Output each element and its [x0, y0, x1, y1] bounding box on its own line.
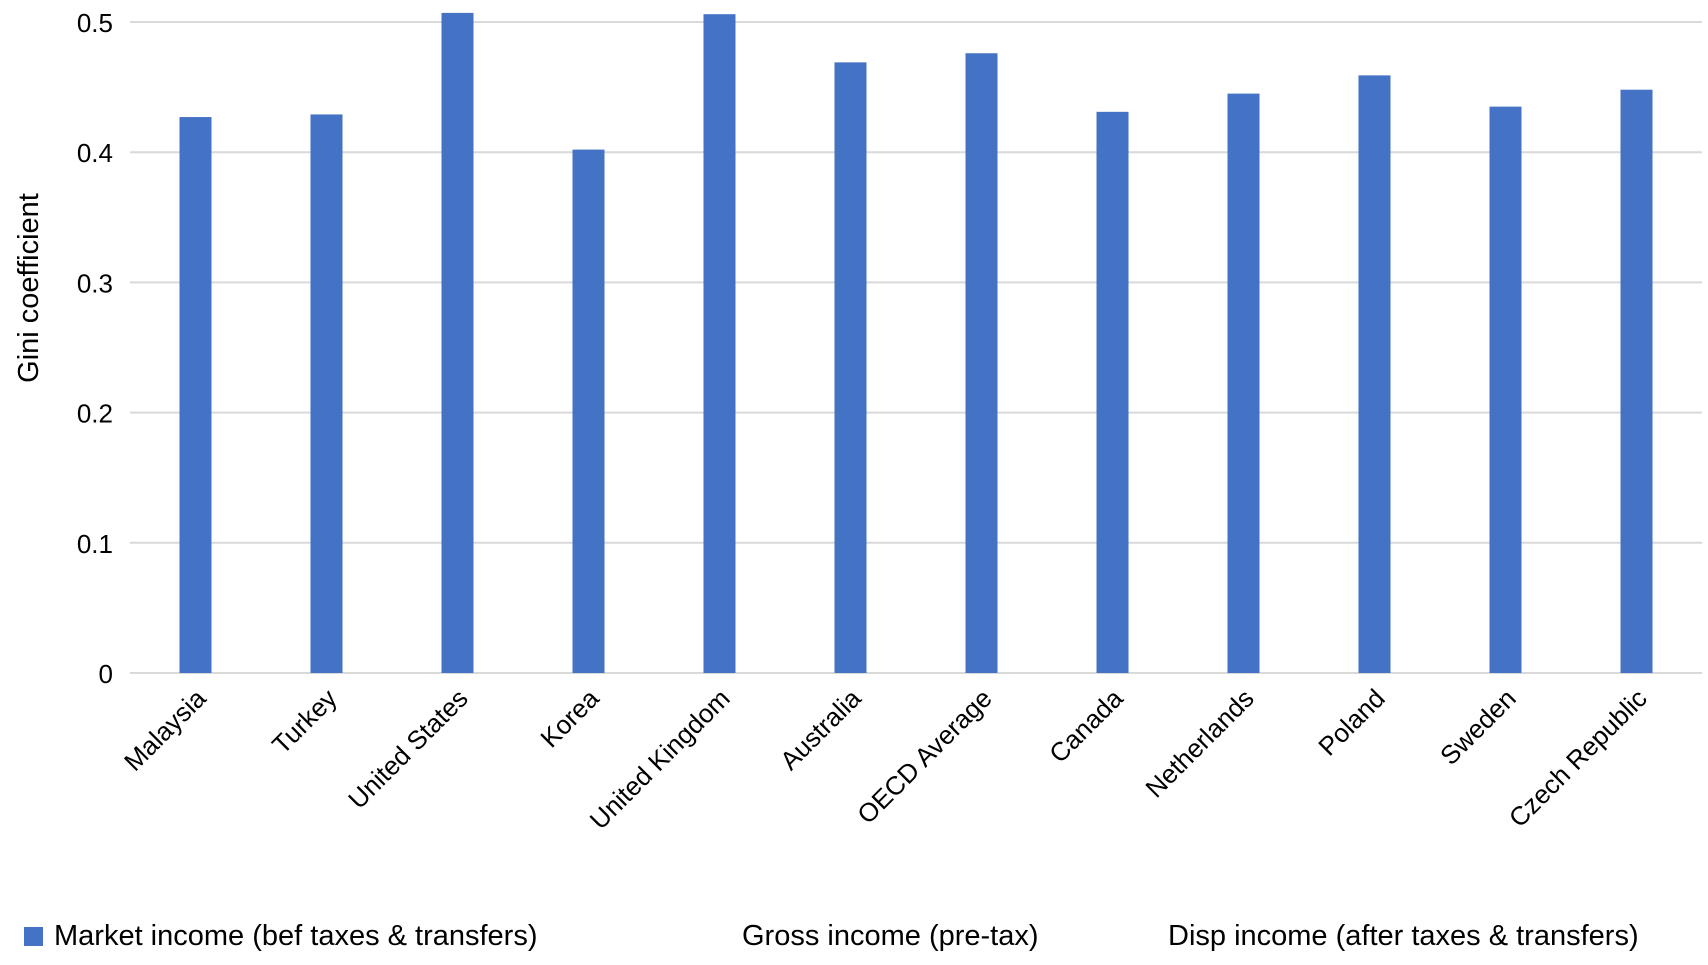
- gridlines: [130, 21, 1702, 674]
- y-tick-label: 0.1: [77, 529, 113, 559]
- y-tick-label: 0.2: [77, 399, 113, 429]
- x-category-label: Canada: [1043, 683, 1129, 769]
- bar: [310, 114, 343, 673]
- bar: [1096, 111, 1129, 673]
- x-category-label: Poland: [1312, 683, 1390, 761]
- y-tick-label: 0.5: [77, 8, 113, 38]
- y-tick-label: 0: [99, 659, 113, 689]
- x-category-label: Sweden: [1434, 683, 1522, 771]
- legend: Market income (bef taxes & transfers) Gro…: [24, 920, 1639, 952]
- x-category-label: Malaysia: [118, 683, 212, 777]
- bar: [965, 53, 998, 674]
- y-axis-ticks: 0 0.1 0.2 0.3 0.4 0.5: [77, 8, 113, 689]
- bars: [179, 12, 1653, 674]
- x-category-label: Australia: [774, 683, 867, 776]
- x-category-label: United Kingdom: [584, 683, 736, 835]
- x-category-label: OECD Average: [851, 683, 998, 830]
- legend-label: Market income (bef taxes & transfers): [54, 920, 538, 952]
- legend-label: Disp income (after taxes & transfers): [1168, 920, 1639, 952]
- bar: [572, 149, 605, 673]
- y-axis-title: Gini coefficient: [13, 193, 45, 383]
- bar: [1358, 75, 1391, 673]
- bar: [1620, 89, 1653, 674]
- x-category-label: United States: [342, 683, 474, 815]
- bar: [441, 12, 474, 674]
- bar: [1227, 93, 1260, 674]
- x-category-label: Turkey: [266, 683, 343, 760]
- bar: [834, 62, 867, 673]
- legend-swatch: [24, 927, 43, 946]
- x-category-label: Netherlands: [1139, 683, 1259, 803]
- y-tick-label: 0.4: [77, 138, 113, 168]
- bar: [1489, 106, 1522, 673]
- legend-label: Gross income (pre-tax): [742, 920, 1039, 952]
- x-category-label: Korea: [534, 683, 605, 754]
- x-category-label: Czech Republic: [1503, 683, 1653, 833]
- bar: [179, 117, 212, 673]
- y-tick-label: 0.3: [77, 268, 113, 298]
- bar: [703, 14, 736, 674]
